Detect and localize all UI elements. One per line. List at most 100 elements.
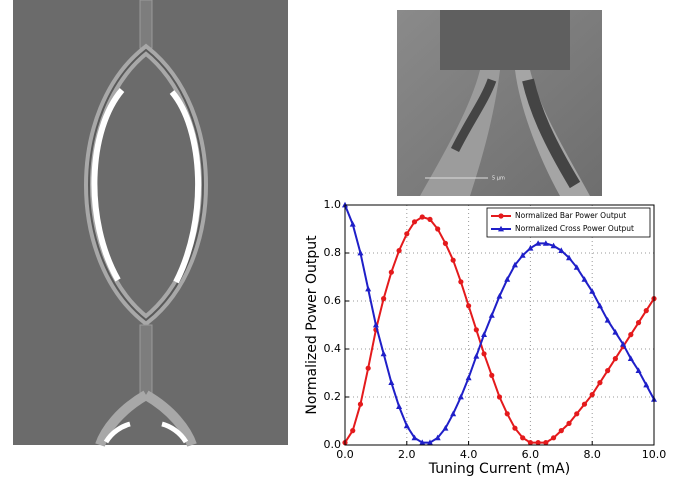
y-tick-label: 0.8: [324, 246, 342, 259]
data-point: [419, 439, 426, 445]
y-tick-label: 0.4: [324, 342, 342, 355]
data-point: [604, 317, 611, 323]
x-tick-label: 8.0: [583, 448, 601, 461]
data-point: [643, 381, 650, 388]
x-tick-label: 2.0: [398, 448, 416, 461]
data-point: [581, 276, 588, 282]
data-point: [465, 374, 472, 381]
data-point: [527, 245, 534, 251]
data-point: [450, 410, 457, 417]
data-point: [612, 356, 618, 362]
data-point: [481, 351, 487, 357]
data-point: [411, 219, 418, 225]
data-point: [357, 401, 364, 407]
x-tick-label: 6.0: [522, 448, 540, 461]
data-point: [581, 401, 588, 407]
legend-marker: [498, 213, 504, 219]
data-point: [381, 296, 387, 302]
legend-box: [486, 207, 651, 238]
data-point: [466, 303, 472, 309]
data-point: [589, 288, 596, 294]
data-point: [597, 380, 603, 386]
data-point: [558, 247, 565, 253]
legend-label: Normalized Bar Power Output: [515, 211, 626, 220]
data-point: [635, 320, 642, 326]
data-point: [473, 327, 479, 333]
data-point: [481, 331, 488, 337]
x-axis-label: Tuning Current (mA): [428, 461, 570, 477]
data-point: [550, 242, 557, 249]
data-point: [550, 435, 557, 441]
data-point: [511, 261, 518, 268]
data-point: [489, 372, 495, 378]
data-point: [380, 350, 387, 357]
data-point: [388, 379, 395, 385]
data-point: [542, 240, 549, 246]
data-point: [442, 240, 449, 246]
data-point: [574, 411, 580, 417]
data-point: [458, 279, 464, 285]
data-point: [396, 248, 402, 254]
data-point: [527, 440, 534, 446]
data-point: [589, 392, 595, 398]
data-point: [473, 353, 480, 359]
data-point: [496, 394, 503, 400]
sem-image-left: [13, 0, 288, 447]
sem-image-right: 5 µm: [397, 10, 602, 196]
data-point: [627, 355, 634, 361]
data-point: [435, 226, 441, 232]
data-point: [504, 276, 511, 282]
data-point: [535, 440, 541, 446]
y-tick-label: 0.0: [324, 438, 342, 451]
y-tick-label: 0.6: [324, 294, 342, 307]
plot-area: [345, 205, 654, 445]
chart: 0.0 0.2 0.4 0.6 0.8 1.0 0.0 2.0 4.0 6.0 8.0 10.0 Nor…: [304, 198, 666, 477]
data-point: [372, 321, 379, 328]
data-point: [457, 393, 464, 400]
data-point: [628, 332, 634, 338]
data-point: [450, 257, 456, 263]
data-point: [442, 425, 449, 431]
data-point: [612, 329, 619, 335]
data-point: [566, 254, 573, 261]
data-point: [350, 428, 356, 434]
y-tick-label: 0.2: [324, 390, 342, 403]
scale-bar-label: 5 µm: [492, 176, 505, 182]
data-point: [488, 312, 495, 318]
data-point: [620, 341, 627, 347]
data-point: [512, 425, 518, 431]
data-point: [635, 367, 642, 373]
y-tick-label: 1.0: [324, 198, 342, 211]
data-point: [434, 434, 441, 441]
x-tick-label: 0.0: [336, 448, 354, 461]
y-axis-label: Normalized Power Output: [304, 235, 320, 415]
data-point: [427, 216, 433, 222]
data-point: [596, 302, 603, 309]
data-point: [566, 420, 572, 426]
data-point: [520, 435, 526, 441]
data-point: [365, 365, 371, 371]
data-point: [496, 293, 503, 299]
x-tick-label: 10.0: [642, 448, 667, 461]
data-point: [535, 240, 542, 246]
data-point: [643, 308, 649, 314]
data-point: [573, 264, 580, 270]
data-point: [504, 411, 510, 417]
data-point: [519, 252, 526, 258]
data-point: [404, 231, 410, 237]
data-point: [365, 285, 372, 292]
data-point: [403, 422, 410, 429]
data-point: [426, 439, 433, 445]
data-point: [543, 440, 549, 446]
data-point: [411, 434, 418, 441]
legend-label: Normalized Cross Power Output: [515, 224, 634, 233]
plot-frame: [344, 204, 655, 446]
data-point: [605, 368, 611, 374]
data-point: [558, 428, 564, 434]
data-point: [349, 221, 356, 227]
x-tick-label: 4.0: [460, 448, 478, 461]
data-point: [396, 403, 403, 409]
legend-marker: [498, 225, 504, 232]
data-point: [388, 269, 394, 275]
